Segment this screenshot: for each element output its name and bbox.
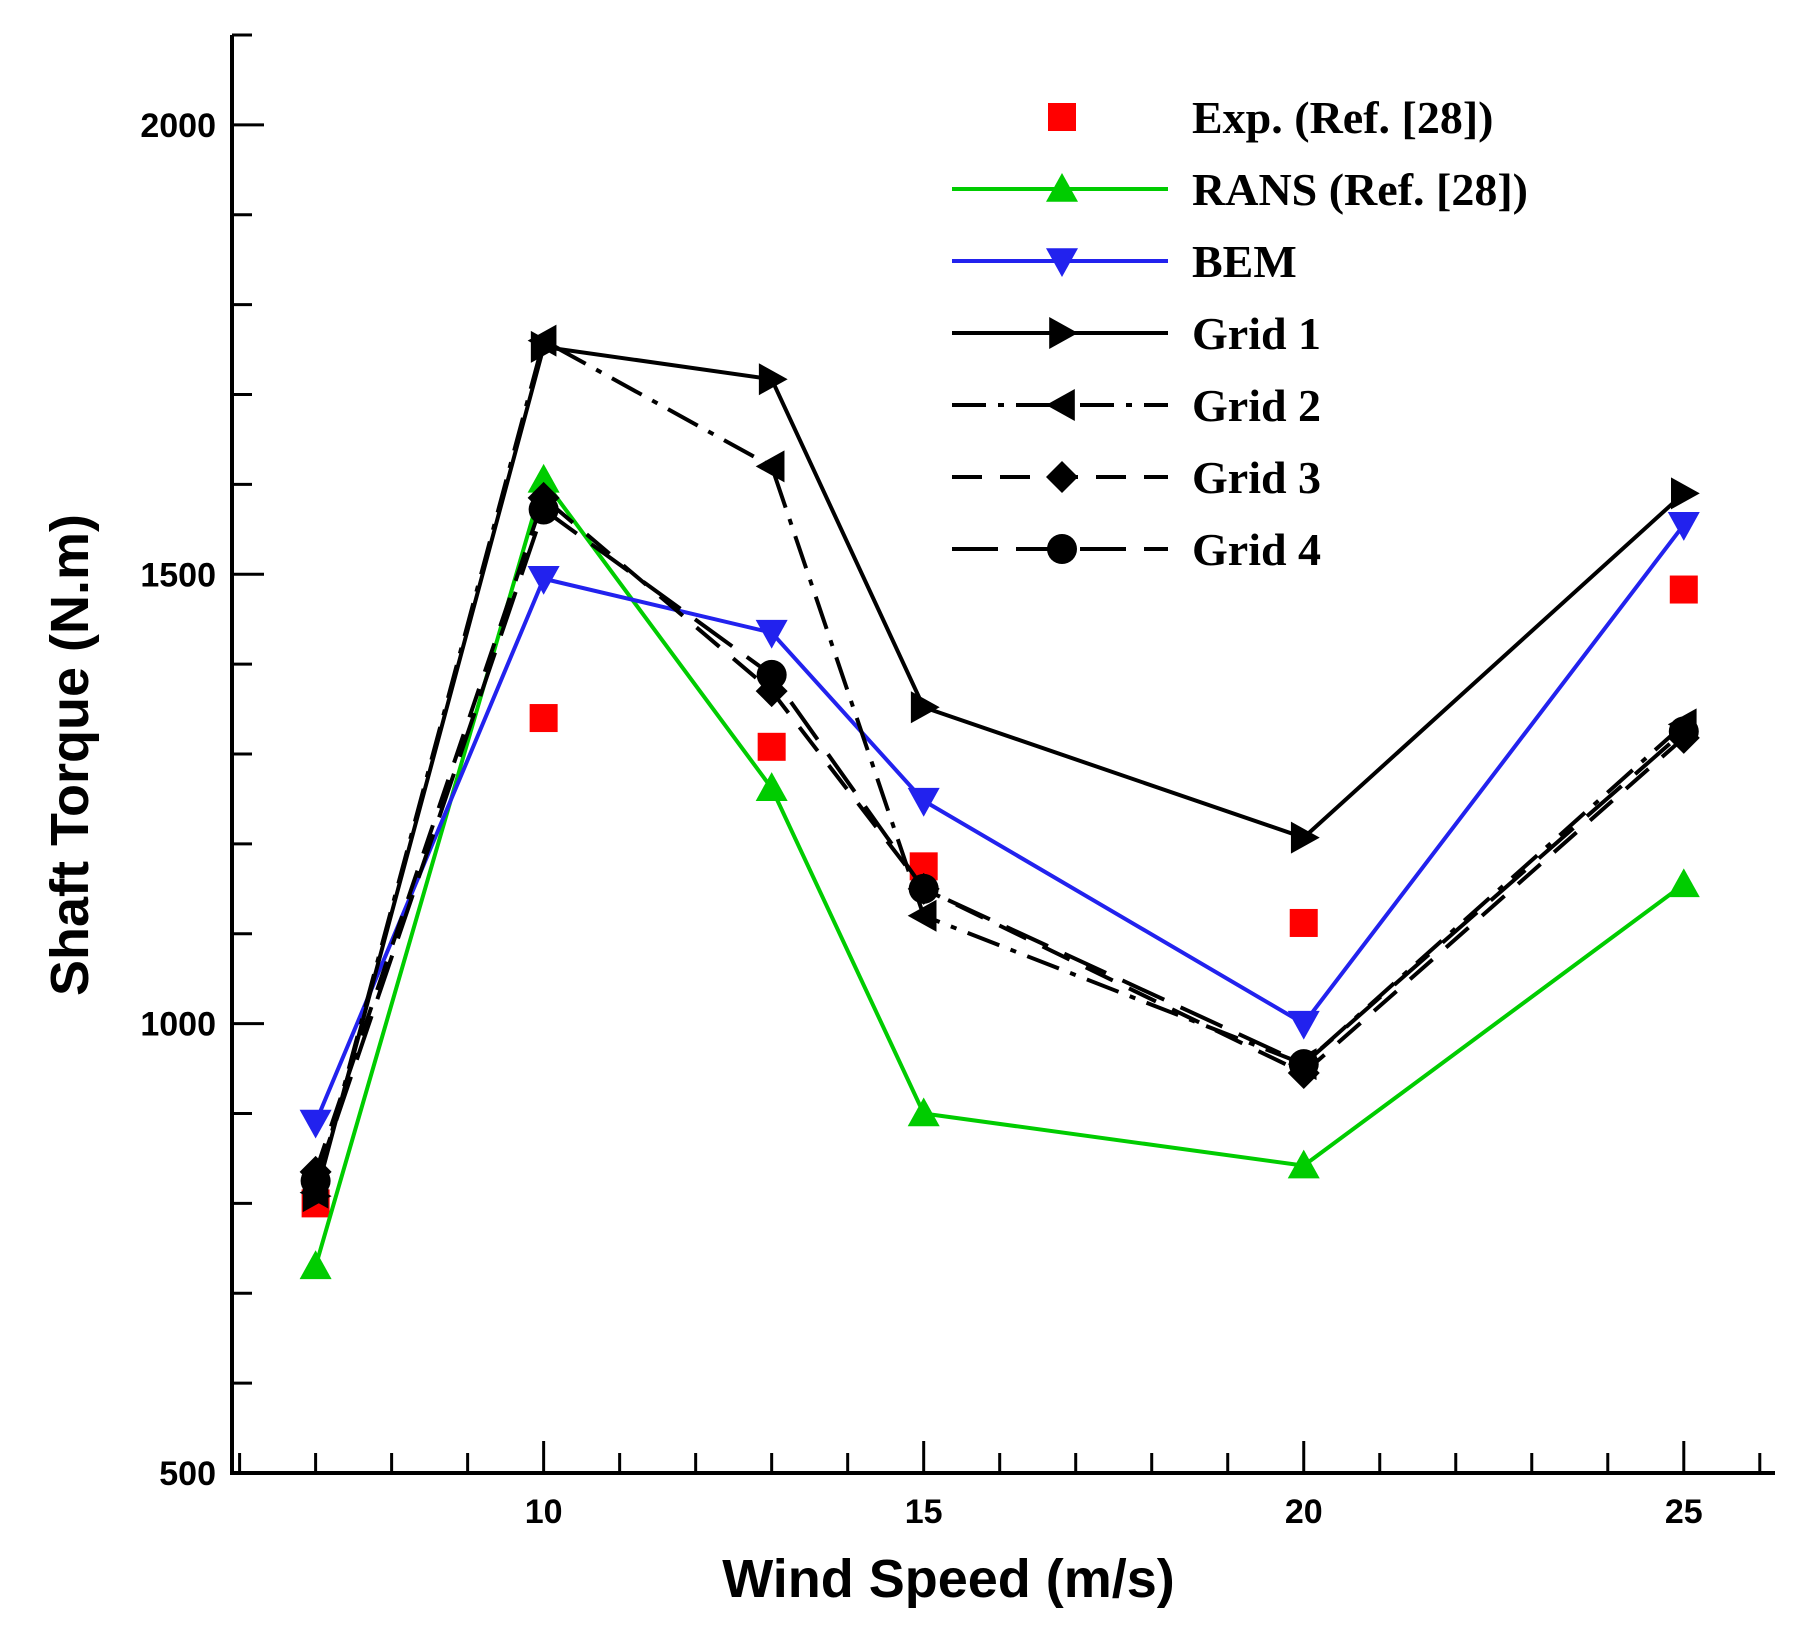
data-point xyxy=(907,899,937,932)
data-point xyxy=(907,1097,940,1127)
legend-marker xyxy=(1049,317,1078,349)
data-point xyxy=(1670,477,1700,510)
legend-label: RANS (Ref. [28]) xyxy=(1192,164,1528,215)
axes: 500 1000 1500 2000 10 15 20 25 xyxy=(140,33,1775,1531)
data-point xyxy=(755,772,788,801)
x-tick-label: 20 xyxy=(1285,1493,1323,1531)
data-point xyxy=(1668,716,1699,747)
legend-item: BEM xyxy=(952,236,1297,287)
y-tick-label: 1500 xyxy=(140,556,216,594)
legend-item: Exp. (Ref. [28]) xyxy=(1048,92,1494,143)
y-axis-title: Shaft Torque (N.m) xyxy=(40,514,100,996)
series-line xyxy=(313,495,1686,1173)
legend-marker xyxy=(1047,534,1077,564)
legend-item: RANS (Ref. [28]) xyxy=(952,164,1528,215)
data-point xyxy=(1669,575,1698,604)
legend-label: Exp. (Ref. [28]) xyxy=(1192,92,1494,143)
data-point xyxy=(299,1250,332,1280)
data-point xyxy=(1667,512,1700,541)
data-point xyxy=(527,324,557,357)
data-point xyxy=(1289,908,1318,937)
legend-marker xyxy=(1046,389,1075,421)
data-point xyxy=(757,732,786,761)
x-tick-label: 10 xyxy=(525,1493,563,1531)
data-point xyxy=(529,704,558,733)
data-point xyxy=(1290,821,1320,854)
data-point xyxy=(1667,868,1700,898)
data-point xyxy=(907,787,940,817)
series-line xyxy=(313,523,1686,1124)
data-point xyxy=(527,463,560,493)
series-line xyxy=(313,477,1685,1267)
series-layer xyxy=(299,324,1700,1280)
legend-marker xyxy=(1048,103,1076,131)
legend-marker xyxy=(1046,248,1078,277)
data-point xyxy=(527,565,560,595)
legend-label: Grid 1 xyxy=(1192,308,1321,359)
series-6 xyxy=(299,481,1700,1188)
legend-label: BEM xyxy=(1192,236,1297,287)
data-point xyxy=(299,1109,332,1139)
data-point xyxy=(528,494,559,525)
series-5 xyxy=(299,324,1697,1209)
series-7 xyxy=(300,494,1699,1196)
x-tick-label: 25 xyxy=(1665,1493,1703,1531)
data-point xyxy=(910,691,940,724)
legend-item: Grid 2 xyxy=(952,380,1321,431)
legend-marker xyxy=(1046,461,1078,493)
series-3 xyxy=(299,512,1700,1139)
legend-item: Grid 4 xyxy=(952,524,1321,575)
data-point xyxy=(300,1165,331,1196)
legend: Exp. (Ref. [28]) RANS (Ref. [28]) BEM Grid … xyxy=(952,92,1528,575)
data-point xyxy=(758,363,788,396)
data-point xyxy=(908,873,939,904)
data-point xyxy=(1288,1049,1319,1080)
legend-label: Grid 3 xyxy=(1192,452,1321,503)
data-point xyxy=(1287,1149,1320,1179)
series-2 xyxy=(299,463,1700,1280)
legend-label: Grid 2 xyxy=(1192,380,1321,431)
legend-item: Grid 1 xyxy=(952,308,1321,359)
data-point xyxy=(755,450,785,483)
y-tick-label: 500 xyxy=(159,1455,216,1493)
data-point xyxy=(756,659,787,690)
x-axis-title: Wind Speed (m/s) xyxy=(722,1549,1175,1609)
y-tick-label: 1000 xyxy=(140,1006,216,1044)
legend-label: Grid 4 xyxy=(1192,524,1321,575)
series-line xyxy=(313,338,1686,1194)
x-tick-label: 15 xyxy=(905,1493,943,1531)
data-point xyxy=(755,619,788,649)
series-line xyxy=(313,507,1686,1182)
data-point xyxy=(1287,1010,1320,1040)
legend-marker xyxy=(1046,173,1078,202)
series-line xyxy=(313,344,1686,1197)
legend-item: Grid 3 xyxy=(952,452,1321,503)
y-tick-label: 2000 xyxy=(140,107,216,145)
